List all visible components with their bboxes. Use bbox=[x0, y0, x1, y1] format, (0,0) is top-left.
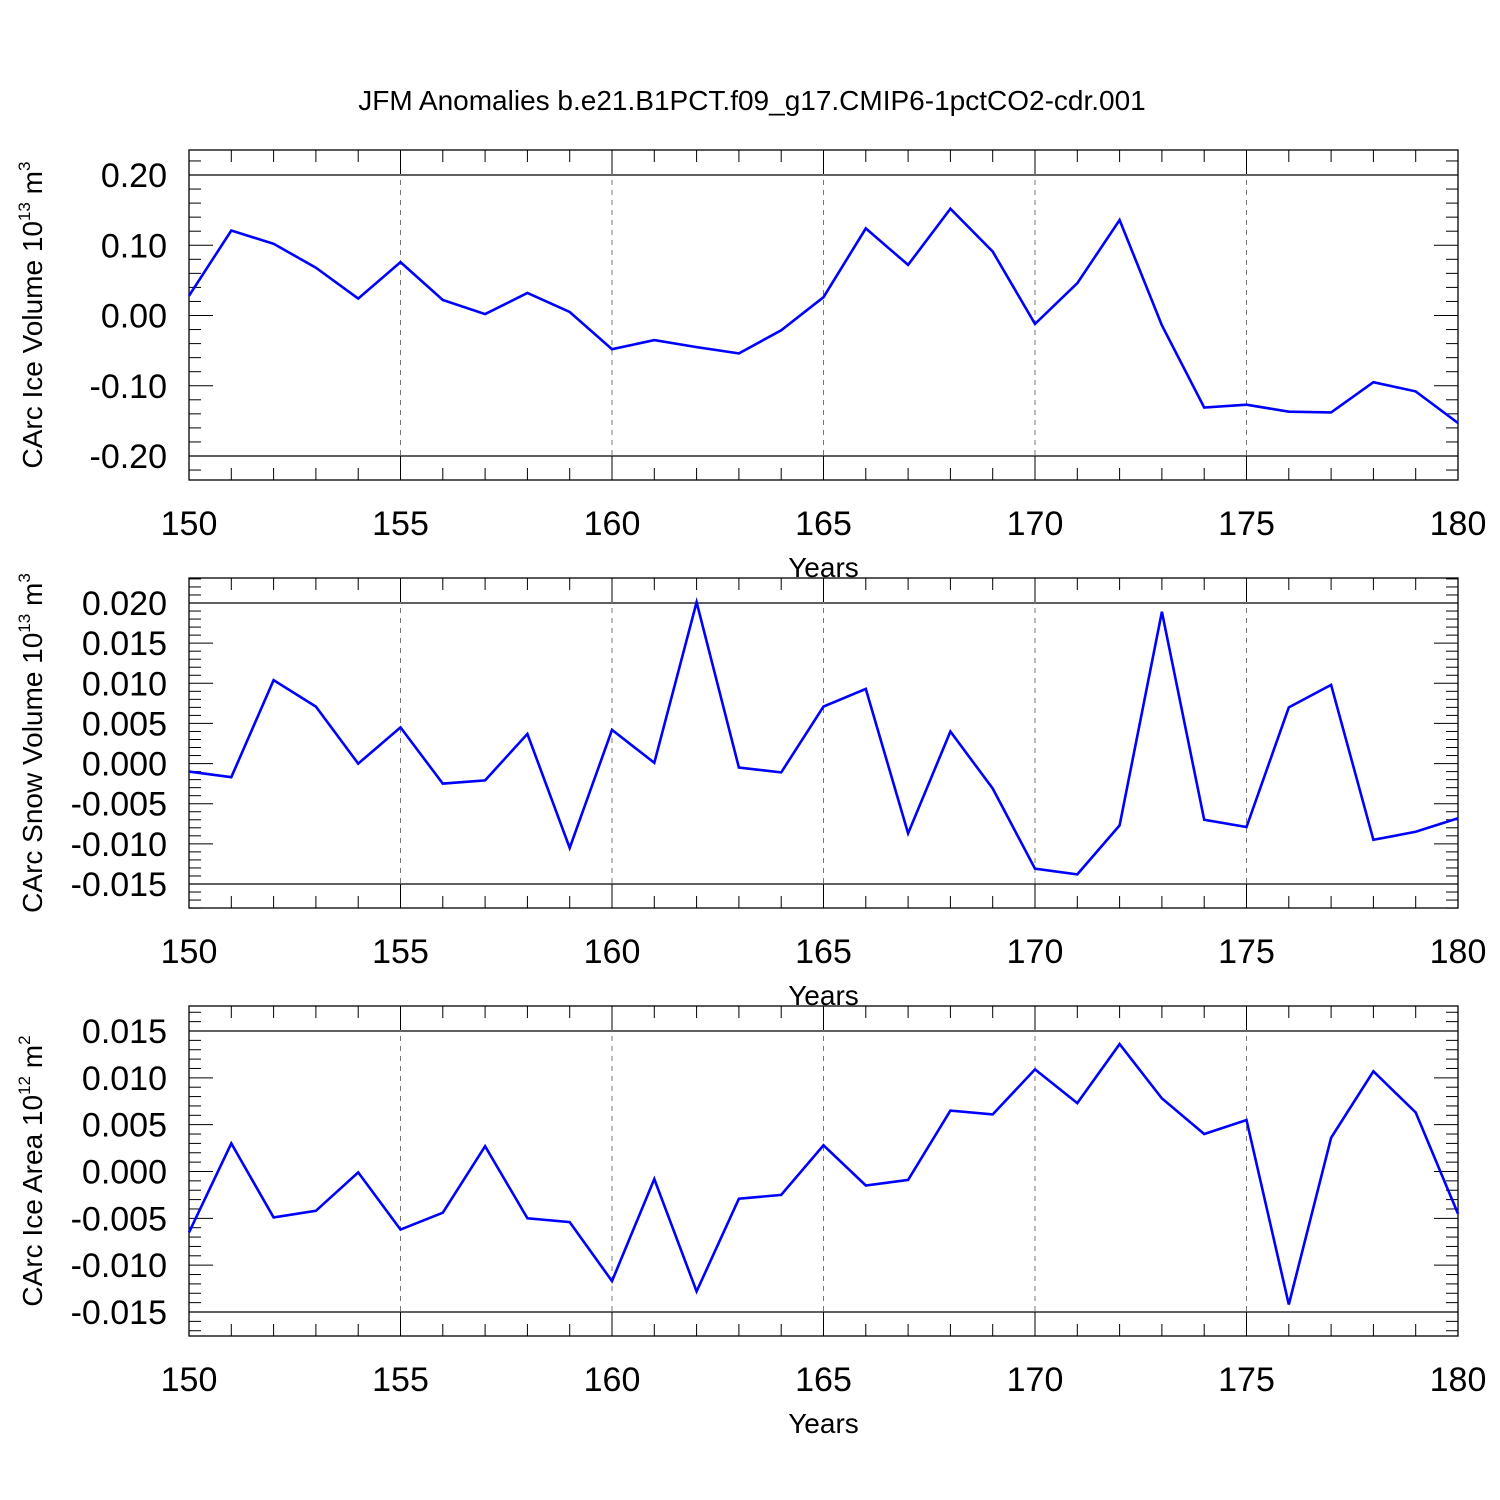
x-tick-label: 160 bbox=[584, 505, 641, 543]
x-tick-label: 180 bbox=[1430, 933, 1487, 971]
x-tick-label: 155 bbox=[372, 933, 429, 971]
y-tick-label: -0.005 bbox=[71, 786, 167, 824]
x-tick-label: 165 bbox=[795, 505, 852, 543]
y-tick-label: -0.010 bbox=[71, 826, 167, 864]
x-tick-label: 180 bbox=[1430, 505, 1487, 543]
y-tick-label: 0.005 bbox=[82, 1107, 167, 1145]
x-tick-label: 170 bbox=[1007, 505, 1064, 543]
y-tick-label: 0.000 bbox=[82, 1154, 167, 1192]
series-line bbox=[187, 1041, 1460, 1305]
y-tick-label: 0.015 bbox=[82, 1013, 167, 1051]
series-line bbox=[187, 206, 1459, 425]
x-tick-label: 150 bbox=[161, 1361, 218, 1399]
x-tick-label: 165 bbox=[795, 933, 852, 971]
x-tick-label: 175 bbox=[1218, 1361, 1275, 1399]
x-tick-label: 155 bbox=[372, 505, 429, 543]
y-tick-label: 0.010 bbox=[82, 665, 167, 703]
figure-title: JFM Anomalies b.e21.B1PCT.f09_g17.CMIP6-… bbox=[358, 85, 1146, 116]
y-tick-label: 0.000 bbox=[82, 746, 167, 784]
x-tick-label: 150 bbox=[161, 505, 218, 543]
x-tick-label: 170 bbox=[1007, 1361, 1064, 1399]
chart-panel-1: 150 155 160 165 170 175 180 0.20 0.10 0.00 -0.10 -0… bbox=[15, 149, 1487, 583]
series-line bbox=[188, 597, 1459, 876]
x-tick-label: 150 bbox=[161, 933, 218, 971]
y-axis-label: CArc Ice Area 1012 m2 bbox=[15, 1035, 48, 1306]
x-tick-label: 160 bbox=[584, 933, 641, 971]
chart-panel-2: 150 155 160 165 170 175 1800.0200.0150.0100.00… bbox=[15, 573, 1486, 1011]
x-tick-label: 165 bbox=[795, 1361, 852, 1399]
x-tick-label: 175 bbox=[1218, 933, 1275, 971]
x-tick-label: 160 bbox=[584, 1361, 641, 1399]
y-tick-label: 0.10 bbox=[101, 227, 167, 265]
y-tick-label: -0.015 bbox=[71, 1294, 167, 1332]
y-tick-label: -0.20 bbox=[90, 438, 168, 476]
chart-panel-3: 150 155 160 165 170 175 180 0.015 0.010 0.005 0.00… bbox=[15, 1005, 1487, 1439]
x-tick-label: 155 bbox=[372, 1361, 429, 1399]
x-tick-label: 180 bbox=[1430, 1361, 1487, 1399]
y-tick-label: -0.010 bbox=[71, 1247, 167, 1285]
y-tick-label: 0.015 bbox=[82, 625, 167, 663]
x-axis-label: Years bbox=[788, 1408, 859, 1439]
y-axis-label: CArc Snow Volume 1013 m3 bbox=[15, 573, 48, 913]
y-tick-label: 0.020 bbox=[82, 585, 167, 623]
y-tick-label: -0.005 bbox=[71, 1200, 167, 1238]
y-axis-label: CArc Ice Volume 1013 m3 bbox=[15, 162, 48, 469]
y-tick-label: 0.010 bbox=[82, 1060, 167, 1098]
y-tick-label: 0.20 bbox=[101, 157, 167, 195]
y-tick-label: 0.005 bbox=[82, 705, 167, 743]
y-tick-label: -0.10 bbox=[90, 368, 168, 406]
y-tick-label: -0.015 bbox=[71, 866, 167, 904]
x-tick-label: 170 bbox=[1007, 933, 1064, 971]
x-tick-label: 175 bbox=[1218, 505, 1275, 543]
y-tick-label: 0.00 bbox=[101, 298, 167, 336]
